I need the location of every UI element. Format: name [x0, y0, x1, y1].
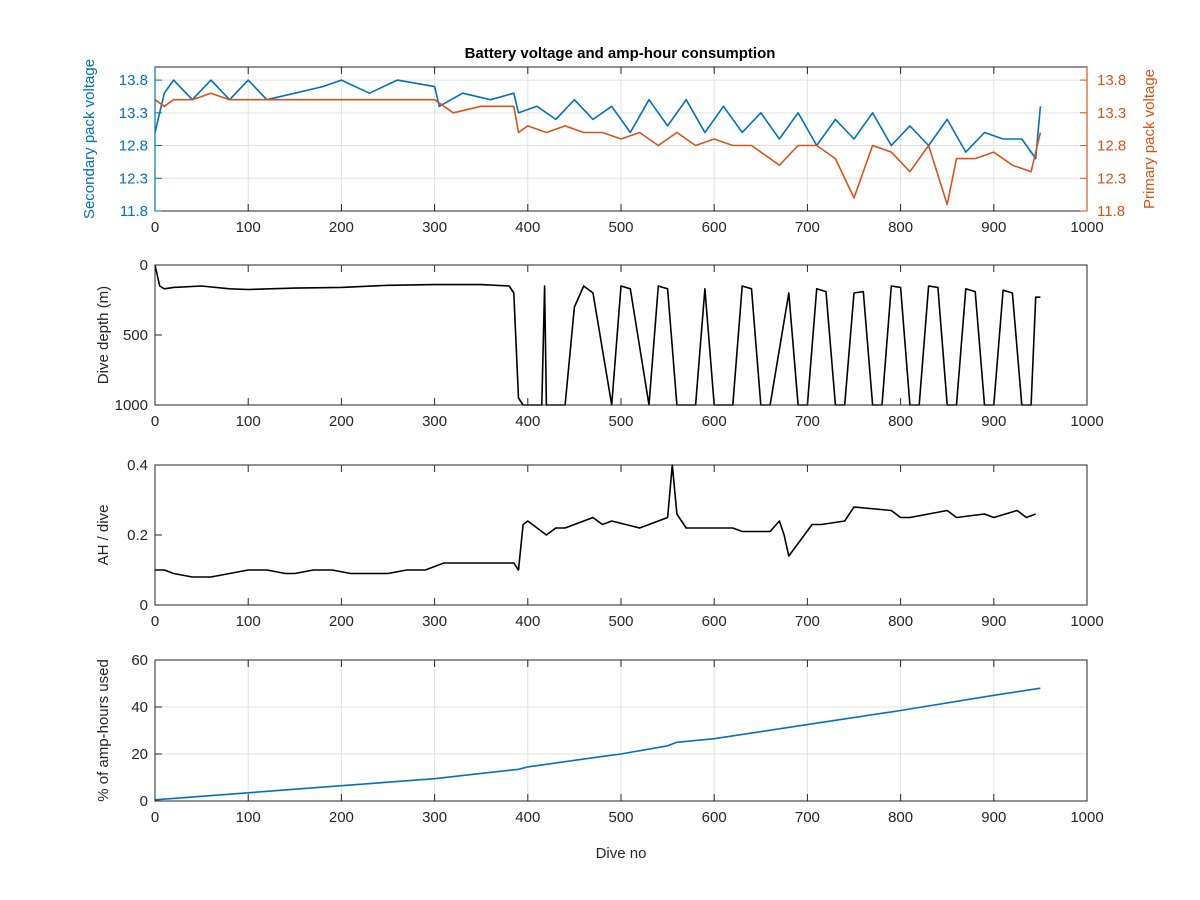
y-axis-label: Secondary pack voltage — [81, 59, 98, 219]
x-tick-label: 200 — [329, 613, 354, 630]
x-tick-label: 600 — [702, 613, 727, 630]
x-tick-label: 500 — [608, 809, 633, 826]
x-tick-label: 800 — [888, 413, 913, 430]
x-tick-label: 500 — [608, 219, 633, 236]
x-tick-label: 400 — [515, 413, 540, 430]
chart-title: Battery voltage and amp-hour consumption — [465, 45, 776, 62]
x-tick-label: 1000 — [1070, 613, 1103, 630]
x-tick-label: 700 — [795, 613, 820, 630]
x-tick-label: 700 — [795, 219, 820, 236]
x-tick-label: 100 — [236, 809, 261, 826]
y-tick-label: 13.8 — [119, 72, 148, 89]
y-right-tick-label: 13.8 — [1097, 72, 1126, 89]
y-tick-label: 500 — [123, 327, 148, 344]
plot-area — [155, 465, 1087, 605]
x-tick-label: 500 — [608, 413, 633, 430]
x-tick-label: 400 — [515, 219, 540, 236]
y-right-tick-label: 11.8 — [1097, 203, 1125, 220]
x-tick-label: 300 — [422, 809, 447, 826]
y-right-axis-label: Primary pack voltage — [1141, 69, 1158, 209]
voltage-panel: Battery voltage and amp-hour consumption… — [81, 45, 1158, 236]
x-tick-label: 100 — [236, 219, 261, 236]
secondary-pack-voltage-line — [154, 79, 1042, 160]
y-tick-label: 0 — [140, 597, 148, 614]
x-tick-label: 700 — [795, 809, 820, 826]
x-tick-label: 1000 — [1070, 219, 1103, 236]
x-tick-label: 400 — [515, 809, 540, 826]
x-tick-label: 0 — [151, 413, 159, 430]
y-right-tick-label: 12.8 — [1097, 138, 1126, 155]
x-tick-label: 0 — [151, 809, 159, 826]
y-tick-label: 12.3 — [119, 170, 148, 187]
primary-pack-voltage-line — [154, 92, 1042, 206]
y-axis-label: AH / dive — [95, 505, 112, 566]
y-tick-label: 13.3 — [119, 105, 148, 122]
x-tick-label: 1000 — [1070, 413, 1103, 430]
dive-depth-panel: 0 100 200 300 400 500 600 700 800 900 100005001000… — [95, 257, 1104, 430]
y-tick-label: 11.8 — [120, 203, 148, 220]
x-tick-label: 900 — [981, 809, 1006, 826]
y-tick-label: 60 — [131, 652, 148, 669]
y-axis-label: Dive depth (m) — [95, 286, 112, 384]
x-tick-label: 600 — [702, 809, 727, 826]
x-tick-label: 300 — [422, 413, 447, 430]
x-tick-label: 200 — [329, 219, 354, 236]
x-tick-label: 100 — [236, 613, 261, 630]
amp-hours-used-panel: 0 100 200 300 400 500 600 700 800 900 1000 0 20 40 60%… — [95, 652, 1104, 862]
x-tick-label: 900 — [981, 413, 1006, 430]
y-tick-label: 20 — [131, 746, 148, 763]
y-tick-label: 1000 — [115, 397, 148, 414]
x-axis-label: Dive no — [596, 845, 647, 862]
x-tick-label: 800 — [888, 219, 913, 236]
data-line — [155, 464, 1036, 578]
y-tick-label: 0.4 — [127, 457, 148, 474]
x-tick-label: 0 — [151, 613, 159, 630]
x-tick-label: 400 — [515, 613, 540, 630]
x-tick-label: 900 — [981, 219, 1006, 236]
x-tick-label: 200 — [329, 413, 354, 430]
y-axis-label: % of amp-hours used — [95, 659, 112, 802]
x-tick-label: 800 — [888, 613, 913, 630]
x-tick-label: 800 — [888, 809, 913, 826]
x-tick-label: 600 — [702, 413, 727, 430]
x-tick-label: 500 — [608, 613, 633, 630]
x-tick-label: 900 — [981, 613, 1006, 630]
y-tick-label: 40 — [131, 699, 148, 716]
x-tick-label: 700 — [795, 413, 820, 430]
x-tick-label: 0 — [151, 219, 159, 236]
y-right-tick-label: 13.3 — [1097, 105, 1126, 122]
x-tick-label: 600 — [702, 219, 727, 236]
y-right-tick-label: 12.3 — [1097, 170, 1126, 187]
y-tick-label: 0 — [140, 257, 148, 274]
x-tick-label: 100 — [236, 413, 261, 430]
y-tick-label: 0 — [140, 793, 148, 810]
y-tick-label: 12.8 — [119, 138, 148, 155]
x-tick-label: 1000 — [1070, 809, 1103, 826]
y-tick-label: 0.2 — [127, 527, 148, 544]
x-tick-label: 200 — [329, 809, 354, 826]
x-tick-label: 300 — [422, 613, 447, 630]
x-tick-label: 300 — [422, 219, 447, 236]
data-line — [154, 687, 1041, 801]
ah-per-dive-panel: 0 100 200 300 400 500 600 700 800 900 1000 0 0.2 0.4 A… — [95, 457, 1104, 630]
